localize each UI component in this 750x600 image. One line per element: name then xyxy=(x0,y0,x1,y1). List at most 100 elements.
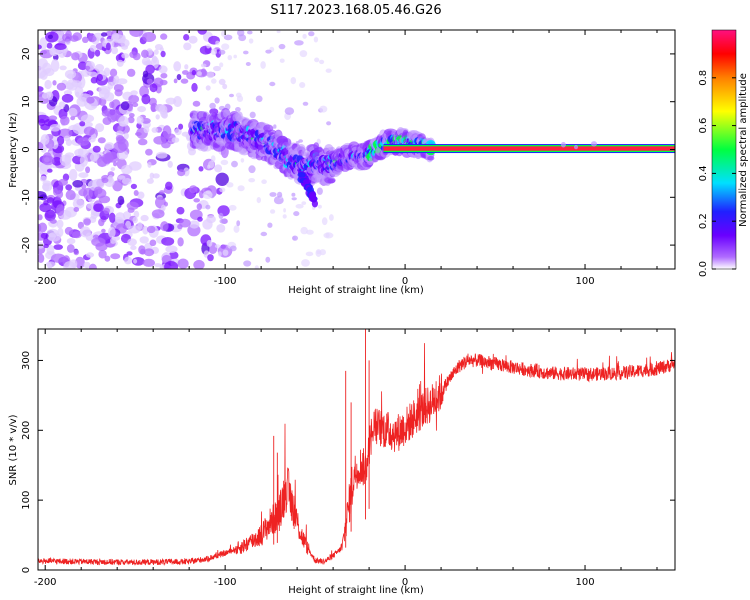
heatmap-cell xyxy=(42,155,55,166)
heatmap-cell xyxy=(219,218,227,224)
heatmap-cell xyxy=(214,164,223,173)
heatmap-cell xyxy=(308,31,315,37)
x-tick-label: -200 xyxy=(34,276,57,287)
heatmap-cell xyxy=(128,94,140,104)
heatmap-cell xyxy=(174,128,182,136)
heatmap-cell xyxy=(183,42,192,51)
heatmap-cell xyxy=(177,237,184,247)
heatmap-cell xyxy=(109,101,115,109)
heatmap-cell xyxy=(301,259,310,267)
heatmap-cell xyxy=(325,232,330,238)
heatmap-cell xyxy=(265,49,272,54)
heatmap-cell xyxy=(216,224,226,233)
x-tick-label: -100 xyxy=(214,577,237,588)
heatmap-cell xyxy=(56,82,67,91)
heatmap-cell xyxy=(200,68,207,77)
heatmap-cell xyxy=(574,144,578,150)
heatmap-cell xyxy=(76,137,90,146)
heatmap-cell xyxy=(178,123,184,130)
heatmap-cell xyxy=(299,50,308,58)
heatmap-cell xyxy=(319,105,328,113)
heatmap-cell xyxy=(164,261,179,269)
heatmap-cell xyxy=(173,78,178,84)
heatmap-cell xyxy=(269,81,276,87)
heatmap-cell xyxy=(58,101,66,108)
heatmap-cell xyxy=(53,244,63,250)
heatmap-cell xyxy=(38,253,45,263)
heatmap-cell xyxy=(158,65,168,74)
heatmap-cell xyxy=(152,55,158,64)
heatmap-cell xyxy=(143,248,155,257)
heatmap-cell xyxy=(218,49,226,55)
heatmap-cell xyxy=(145,148,153,156)
heatmap-cell xyxy=(143,126,150,134)
heatmap-cell xyxy=(52,80,57,86)
heatmap-cell xyxy=(124,256,133,265)
heatmap-cell xyxy=(305,251,314,257)
heatmap-cell xyxy=(196,71,202,76)
snr-ylabel: SNR (10 * v/v) xyxy=(8,414,19,485)
heatmap-cell xyxy=(95,123,105,133)
heatmap-cell xyxy=(146,225,156,234)
heatmap-cell xyxy=(223,34,233,41)
heatmap-cell xyxy=(237,30,245,37)
heatmap-cell xyxy=(113,84,124,92)
heatmap-cell xyxy=(302,179,312,185)
heatmap-cell xyxy=(86,96,95,104)
heatmap-cell xyxy=(40,123,50,131)
heatmap-cell xyxy=(161,237,175,246)
heatmap-cell xyxy=(40,50,48,55)
heatmap-cell xyxy=(295,204,304,209)
heatmap-cell xyxy=(127,207,135,213)
heatmap-cell xyxy=(284,107,295,115)
heatmap-cell xyxy=(104,255,111,262)
heatmap-cell xyxy=(214,244,221,249)
heatmap-cell xyxy=(142,70,149,78)
heatmap-cell xyxy=(101,153,114,164)
heatmap-cell xyxy=(291,192,296,197)
heatmap-cell xyxy=(69,168,78,181)
heatmap-cell xyxy=(72,198,85,209)
heatmap-cell xyxy=(142,258,155,267)
heatmap-cell xyxy=(40,232,49,239)
heatmap-cell xyxy=(38,114,50,123)
y-tick-label: 20 xyxy=(21,48,32,61)
y-tick-label: -20 xyxy=(21,237,32,253)
heatmap-cell xyxy=(197,30,207,35)
heatmap-cell xyxy=(83,261,91,269)
heatmap-cell xyxy=(112,180,123,192)
heatmap-cell xyxy=(106,42,111,51)
heatmap-cell xyxy=(220,159,229,166)
y-tick-label: 100 xyxy=(21,491,32,510)
heatmap-cell xyxy=(66,238,76,245)
colorbar-tick-label: 0.2 xyxy=(698,213,709,229)
heatmap-cell xyxy=(143,60,151,66)
heatmap-cell xyxy=(248,165,256,174)
heatmap-cell xyxy=(205,204,211,210)
heatmap-cell xyxy=(71,52,80,61)
heatmap-cell xyxy=(154,49,159,55)
heatmap-cell xyxy=(83,187,93,200)
heatmap-cell xyxy=(273,124,277,129)
heatmap-cell xyxy=(44,209,56,222)
heatmap-cell xyxy=(236,220,241,227)
heatmap-cell xyxy=(74,85,84,99)
heatmap-cell xyxy=(160,221,169,232)
heatmap-cell xyxy=(69,35,79,42)
heatmap-cell xyxy=(276,30,281,34)
heatmap-cell xyxy=(61,93,74,103)
heatmap-cell xyxy=(103,207,110,214)
heatmap-cell xyxy=(151,209,165,219)
heatmap-cell xyxy=(94,188,107,199)
heatmap-cell xyxy=(301,201,307,206)
heatmap-cell xyxy=(219,187,226,193)
heatmap-cell xyxy=(196,203,202,211)
heatmap-cell xyxy=(88,33,94,39)
spectrogram-heatmap xyxy=(38,30,675,269)
snr-series-line xyxy=(38,343,675,567)
colorbar-gradient xyxy=(712,30,736,269)
heatmap-cell xyxy=(71,80,82,88)
heatmap-cell xyxy=(292,235,298,241)
heatmap-cell xyxy=(248,38,254,44)
